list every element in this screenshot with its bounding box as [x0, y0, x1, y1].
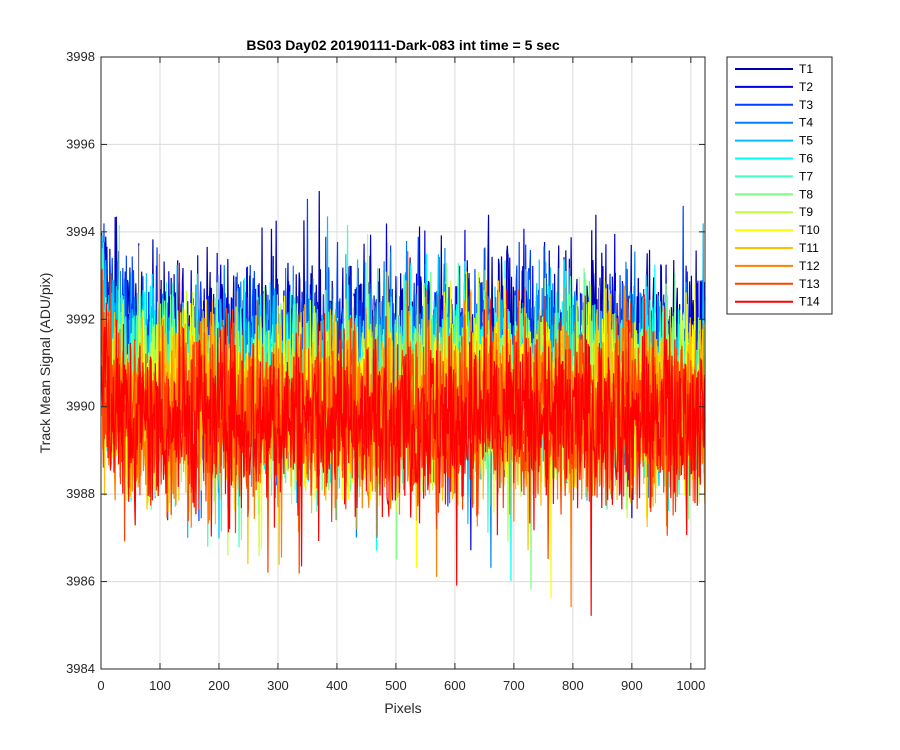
legend: T1 T2 T3 T4 T5 T6 T7 T8 T9 T10 T11 T12 T13 T14 [726, 56, 833, 315]
legend-label-t4: T4 [799, 116, 813, 130]
y-axis-label: Track Mean Signal (ADU/pix) [37, 273, 53, 454]
y-tick-label: 3990 [66, 399, 95, 414]
plot-area-frame [100, 56, 706, 670]
x-tick-label: 200 [208, 678, 230, 693]
legend-label-t1: T1 [799, 62, 813, 76]
legend-label-t6: T6 [799, 152, 813, 166]
y-tick-label: 3984 [66, 661, 95, 676]
y-tick-label: 3994 [66, 224, 95, 239]
y-tick-label: 3986 [66, 574, 95, 589]
legend-label-t3: T3 [799, 98, 813, 112]
y-tick-label: 3992 [66, 311, 95, 326]
x-tick-label: 0 [97, 678, 104, 693]
x-tick-label: 1000 [676, 678, 705, 693]
series-lines [100, 190, 706, 616]
legend-label-t11: T11 [799, 241, 819, 255]
legend-label-t7: T7 [799, 169, 813, 183]
legend-label-t12: T12 [799, 259, 820, 273]
x-tick-label: 400 [326, 678, 348, 693]
x-tick-label: 500 [385, 678, 407, 693]
legend-label-t8: T8 [799, 187, 813, 201]
x-axis-label: Pixels [384, 700, 421, 716]
y-tick-label: 3996 [66, 136, 95, 151]
legend-box [726, 56, 833, 315]
series-line-t14 [100, 262, 706, 616]
x-tick-label: 900 [621, 678, 643, 693]
legend-label-t5: T5 [799, 134, 813, 148]
legend-label-t9: T9 [799, 205, 813, 219]
chart-title: BS03 Day02 20190111-Dark-083 int time = … [246, 37, 559, 53]
x-tick-label: 700 [503, 678, 525, 693]
y-tick-label: 3998 [66, 49, 95, 64]
legend-label-t2: T2 [799, 80, 813, 94]
x-tick-label: 100 [149, 678, 171, 693]
legend-label-t13: T13 [799, 277, 820, 291]
legend-label-t10: T10 [799, 223, 820, 237]
legend-label-t14: T14 [799, 295, 820, 309]
y-tick-label: 3988 [66, 486, 95, 501]
x-tick-label: 300 [267, 678, 289, 693]
x-tick-label: 600 [444, 678, 466, 693]
axis-ticks: 0 100 200 300 400 500 600 700 800 900 1000 3984 3986… [66, 49, 705, 693]
x-tick-label: 800 [562, 678, 584, 693]
